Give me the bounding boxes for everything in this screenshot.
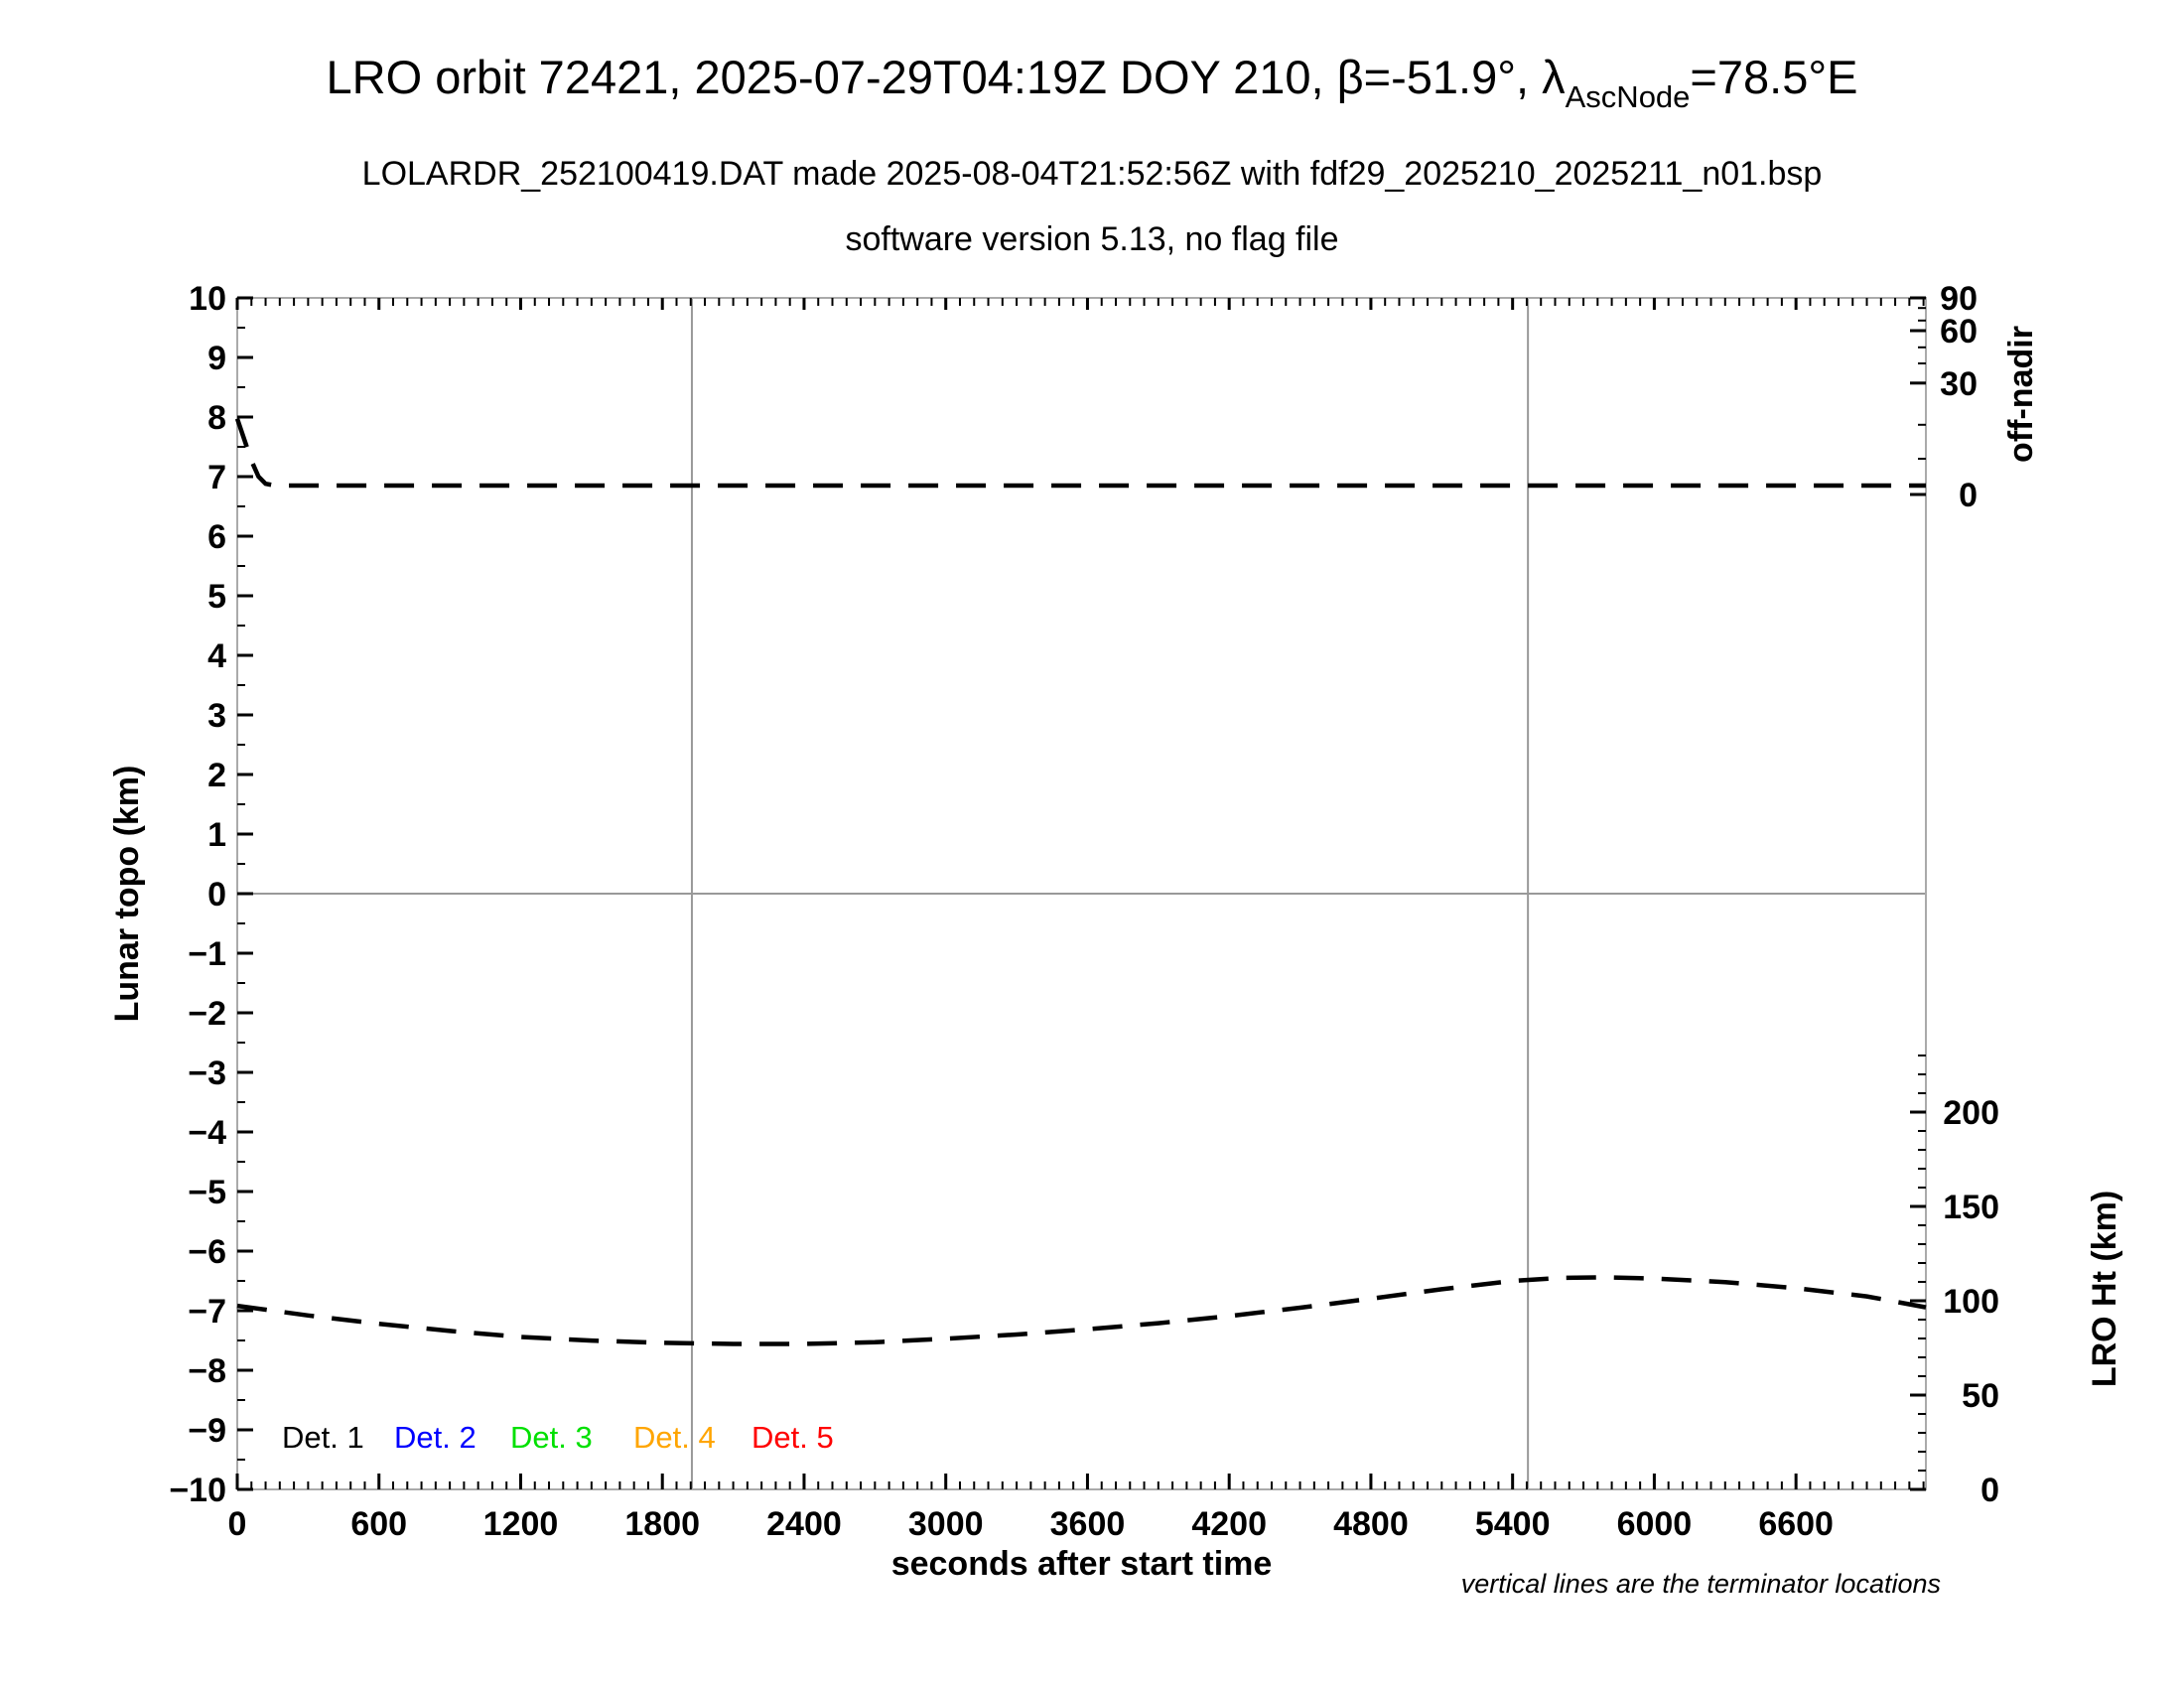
y-left-tick-label: −7 [188,1293,226,1331]
y-left-tick-label: 5 [207,578,226,616]
x-tick-label: 6000 [1617,1505,1693,1543]
lro-ht-tick-label: 50 [1962,1377,1999,1415]
x-tick-label: 1200 [483,1505,559,1543]
y-left-tick-label: −4 [188,1114,226,1152]
y-left-tick-label: 0 [207,876,226,914]
off-nadir-tick-label: 90 [1940,280,1978,318]
x-tick-label: 3600 [1050,1505,1126,1543]
y-left-tick-label: −9 [188,1412,226,1450]
y-left-tick-label: −5 [188,1174,226,1211]
x-tick-label: 5400 [1475,1505,1551,1543]
y-left-tick-label: 8 [207,399,226,437]
series-lro-height [236,1275,1927,1346]
x-tick-label: 4800 [1333,1505,1409,1543]
x-tick-label: 3000 [908,1505,984,1543]
y-axis-title-off-nadir: off-nadir [2002,326,2040,463]
x-tick-label: 0 [228,1505,247,1543]
y-left-tick-label: 3 [207,697,226,735]
y-left-tick-label: −1 [188,935,226,973]
lro-ht-tick-label: 200 [1943,1094,1999,1132]
off-nadir-tick-label: 60 [1940,313,1978,351]
y-left-tick-label: 9 [207,340,226,377]
y-left-tick-label: 6 [207,518,226,556]
x-tick-label: 600 [350,1505,407,1543]
x-tick-label: 4200 [1191,1505,1267,1543]
legend-item: Det. 4 [633,1420,716,1455]
y-axis-title-lunar-topo: Lunar topo (km) [108,765,146,1023]
y-left-tick-label: 1 [207,816,226,854]
lro-ht-tick-label: 150 [1943,1189,1999,1226]
legend-item: Det. 5 [751,1420,834,1455]
x-tick-label: 2400 [766,1505,842,1543]
x-tick-label: 1800 [624,1505,700,1543]
series-off-nadir-angle [234,417,1926,489]
chart-version-note: software version 5.13, no flag file [845,220,1339,258]
legend-item: Det. 3 [510,1420,593,1455]
y-left-tick-label: 2 [207,757,226,794]
x-tick-label: 6600 [1758,1505,1834,1543]
y-left-tick-label: −6 [188,1233,226,1271]
chart-subtitle: LOLARDR_252100419.DAT made 2025-08-04T21… [361,155,1823,193]
lro-ht-tick-label: 100 [1943,1283,1999,1321]
off-nadir-tick-label: 30 [1940,365,1978,403]
y-left-tick-label: −8 [188,1352,226,1390]
terminator-footnote: vertical lines are the terminator locati… [1460,1569,1941,1599]
y-left-tick-label: 7 [207,459,226,496]
y-left-tick-label: 10 [189,280,226,318]
y-left-tick-label: −3 [188,1055,226,1092]
chart-title: LRO orbit 72421, 2025-07-29T04:19Z DOY 2… [0,50,2184,114]
lro-ht-tick-label: 0 [1980,1472,1999,1509]
legend-item: Det. 1 [282,1420,364,1455]
chart-title-subscript: AscNode [1565,79,1691,114]
x-axis-title: seconds after start time [890,1545,1273,1583]
chart-title-main: LRO orbit 72421, 2025-07-29T04:19Z DOY 2… [326,51,1566,103]
y-left-tick-label: −2 [188,995,226,1033]
y-left-tick-label: 4 [207,637,226,675]
off-nadir-tick-label: 0 [1959,477,1978,514]
y-axis-title-lro-ht: LRO Ht (km) [2086,1190,2123,1388]
chart-title-end: =78.5°E [1690,51,1858,103]
legend-item: Det. 2 [394,1420,477,1455]
y-left-tick-label: −10 [169,1472,226,1509]
